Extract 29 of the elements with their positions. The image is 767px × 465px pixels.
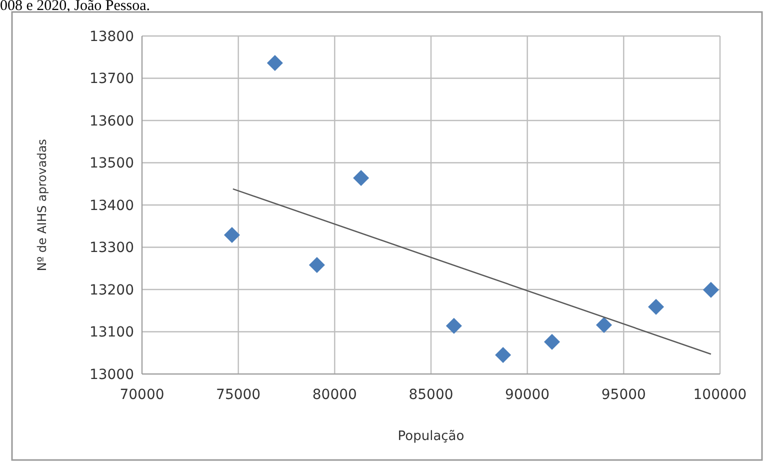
y-tick-label: 13400 [89, 198, 134, 214]
point [446, 318, 462, 334]
y-axis-title: Nº de AIHS aprovadas [35, 138, 49, 272]
x-axis-title: População [398, 429, 464, 444]
x-tick-label: 90000 [505, 387, 550, 403]
point [495, 346, 512, 363]
point [224, 226, 240, 243]
x-tick-label: 85000 [408, 387, 454, 403]
x-tick-label: 95000 [601, 387, 646, 403]
y-tick-label: 13300 [89, 240, 134, 256]
point [266, 55, 283, 72]
y-tick-label: 13500 [89, 156, 134, 172]
point [596, 316, 612, 333]
point [648, 298, 664, 315]
point [308, 256, 325, 273]
point [544, 334, 560, 350]
x-tick-label: 80000 [312, 387, 357, 403]
y-tick-label: 13100 [89, 324, 134, 341]
y-tick-label: 13800 [89, 28, 134, 45]
y-tick-label: 13000 [89, 366, 134, 383]
point [702, 282, 719, 298]
y-tick-label: 13200 [89, 282, 134, 298]
x-tick-label: 70000 [120, 387, 164, 403]
point [353, 170, 370, 186]
x-tick-label: 75000 [216, 387, 261, 403]
text: 008 e 2020, João Pessoa. [0, 0, 150, 14]
y-tick-label: 13600 [89, 113, 134, 130]
y-tick-label: 13700 [89, 71, 134, 88]
x-tick-label: 100000 [693, 387, 747, 403]
